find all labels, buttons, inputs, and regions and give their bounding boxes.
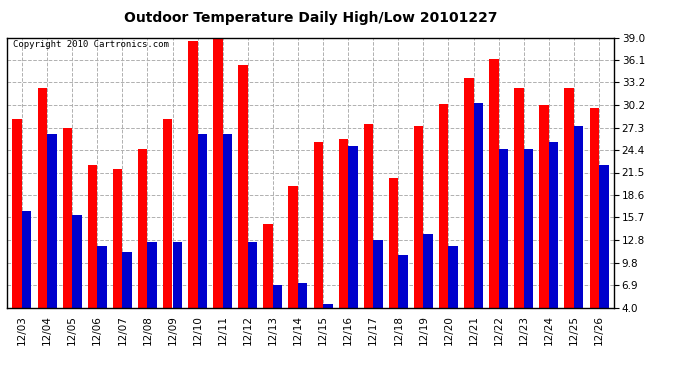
Bar <box>197 134 207 338</box>
Bar <box>414 126 424 338</box>
Bar <box>540 105 549 338</box>
Bar <box>373 240 383 338</box>
Bar <box>448 246 458 338</box>
Bar <box>273 285 282 338</box>
Bar <box>248 242 257 338</box>
Bar <box>323 304 333 338</box>
Bar <box>524 149 533 338</box>
Bar <box>348 146 357 338</box>
Bar <box>574 126 584 338</box>
Bar <box>88 165 97 338</box>
Bar <box>264 224 273 338</box>
Bar <box>238 64 248 338</box>
Bar <box>514 88 524 338</box>
Bar <box>364 124 373 338</box>
Bar <box>473 103 483 338</box>
Bar <box>172 242 182 338</box>
Bar <box>12 118 22 338</box>
Bar <box>37 88 47 338</box>
Bar <box>223 134 233 338</box>
Bar <box>499 149 509 338</box>
Bar <box>424 234 433 338</box>
Text: Outdoor Temperature Daily High/Low 20101227: Outdoor Temperature Daily High/Low 20101… <box>124 11 497 25</box>
Bar <box>288 186 298 338</box>
Bar <box>464 78 473 338</box>
Bar <box>439 104 449 338</box>
Bar <box>63 128 72 338</box>
Bar <box>188 41 197 338</box>
Bar <box>148 242 157 338</box>
Bar <box>489 59 499 338</box>
Bar <box>22 211 32 338</box>
Bar <box>112 169 122 338</box>
Bar <box>213 36 223 338</box>
Bar <box>163 118 172 338</box>
Bar <box>549 142 558 338</box>
Bar <box>47 134 57 338</box>
Bar <box>564 88 574 338</box>
Bar <box>138 149 148 338</box>
Text: Copyright 2010 Cartronics.com: Copyright 2010 Cartronics.com <box>13 40 169 49</box>
Bar <box>122 252 132 338</box>
Bar <box>72 215 81 338</box>
Bar <box>298 283 308 338</box>
Bar <box>398 255 408 338</box>
Bar <box>388 178 398 338</box>
Bar <box>589 108 599 338</box>
Bar <box>339 140 348 338</box>
Bar <box>599 165 609 338</box>
Bar <box>97 246 107 338</box>
Bar <box>313 142 323 338</box>
